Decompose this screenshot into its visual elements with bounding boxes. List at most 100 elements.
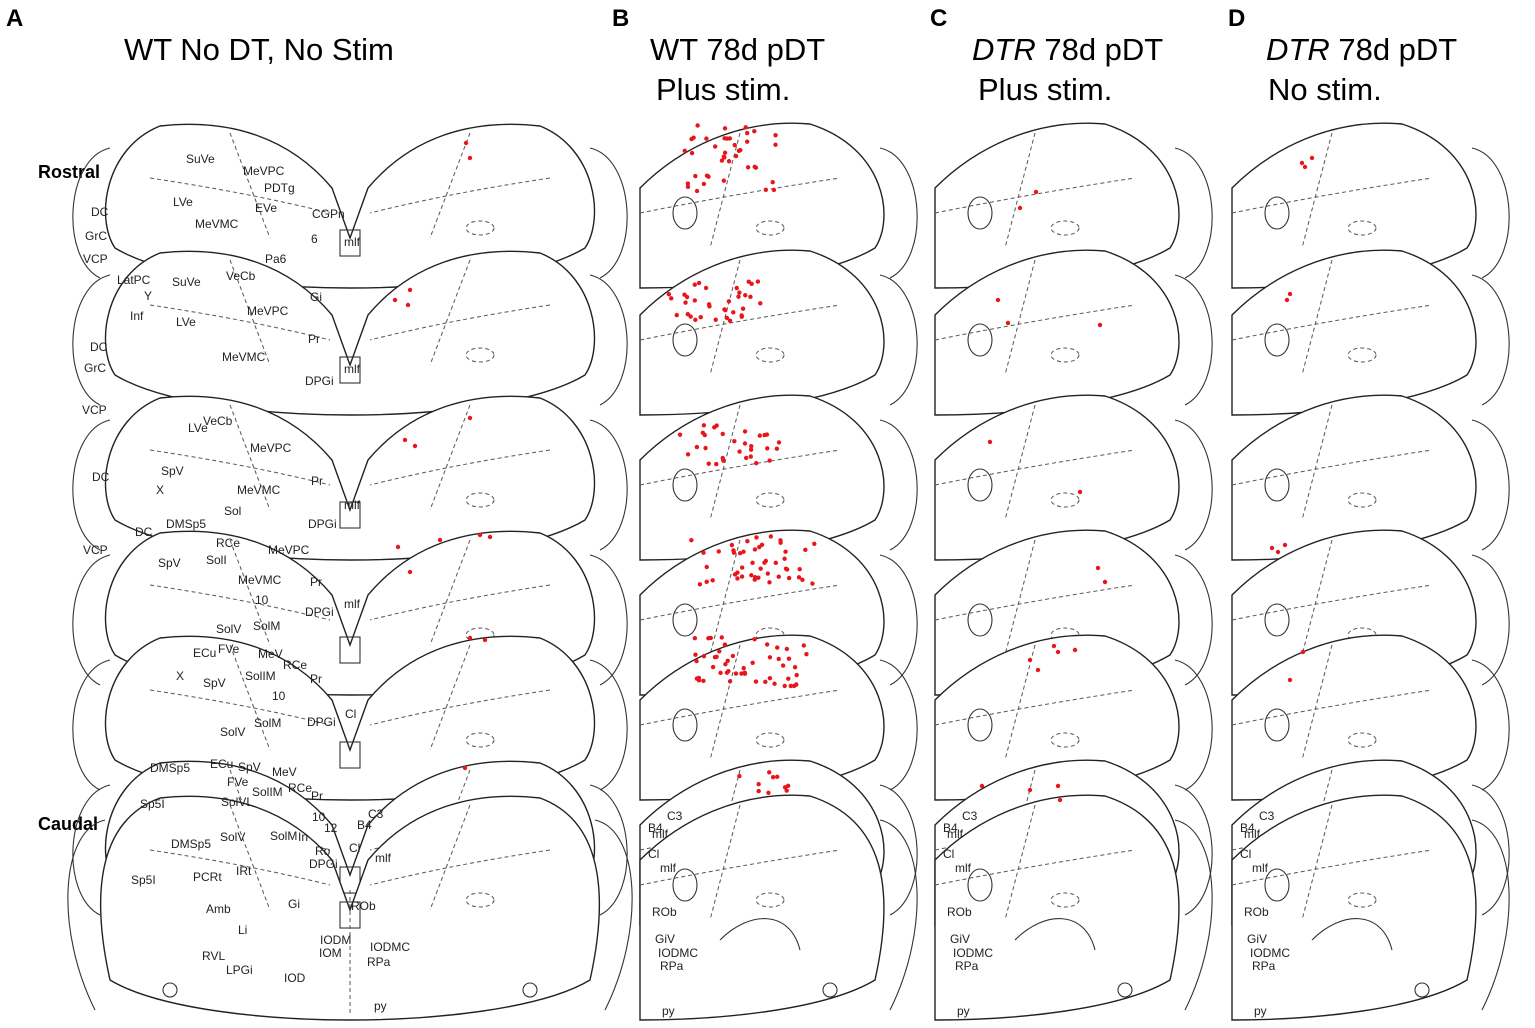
labeled-cell-dot-b (773, 142, 778, 147)
labeled-cell-dot-b (706, 461, 711, 466)
region-label: 12 (324, 821, 338, 835)
labeled-cell-dot-d (1299, 160, 1305, 166)
labeled-cell-dot-b (666, 292, 672, 297)
lateral-lobe (589, 659, 628, 791)
labeled-cell-dot-b (750, 560, 755, 566)
labeled-cell-dot-b (723, 308, 728, 313)
inner-boundary (1231, 177, 1433, 214)
labeled-cell-dot-c (1017, 205, 1023, 211)
labeled-cell-dot-b (782, 785, 788, 790)
inner-boundary (229, 644, 271, 751)
inner-boundary (1004, 132, 1036, 249)
labeled-cell-dot-d (1284, 297, 1290, 303)
panel-c-sections-section-1 (934, 122, 1213, 289)
labeled-cell-dot-b (749, 281, 754, 287)
inner-boundary (1301, 404, 1333, 521)
inner-boundary (1004, 404, 1036, 521)
labeled-cell-dot-b (693, 317, 698, 323)
inner-boundary (1231, 449, 1433, 486)
panel-title-b-line1: WT 78d pDT (650, 32, 825, 67)
inner-boundary (369, 177, 551, 214)
inner-boundary (429, 644, 471, 751)
lateral-lobe (1471, 419, 1510, 551)
region-label: py (662, 1004, 675, 1018)
labeled-cell-dot-b (697, 582, 703, 587)
vessel (1117, 982, 1133, 998)
section-outline (99, 795, 601, 1021)
region-label: Sol (224, 504, 241, 518)
inner-boundary (934, 689, 1136, 726)
labeled-cell-dot-c (1035, 667, 1041, 673)
inner-boundary (149, 449, 331, 486)
region-label: Gi (310, 290, 322, 304)
region-label: ROb (947, 905, 972, 919)
labeled-cell-dot-b (718, 670, 723, 676)
lateral-lobe (1174, 419, 1213, 551)
labeled-cell-dot-d (1309, 155, 1315, 161)
inner-boundary (369, 689, 551, 726)
inner-boundary (639, 177, 841, 214)
labeled-cell-dot-c (1102, 579, 1108, 585)
labeled-cell-dot-b (792, 664, 798, 670)
inner-boundary (934, 849, 1136, 886)
region-label: SolM (253, 619, 280, 633)
labeled-cell-dot-b (722, 150, 728, 155)
labeled-cell-dot-b (714, 654, 719, 659)
labeled-cell-dot-c (1072, 647, 1078, 653)
labeled-cell-dot-b (731, 548, 736, 553)
labeled-cell-dot-b (721, 178, 727, 183)
region-label: B4 (943, 821, 958, 835)
labeled-cell-dot-c (979, 783, 985, 789)
labeled-cell-dot-b (694, 444, 700, 450)
labeled-cell-dot-b (734, 285, 739, 291)
labeled-cell-dot-b (693, 652, 698, 657)
region-label: Pr (310, 575, 322, 589)
labeled-cell-dot-b (794, 682, 799, 687)
labeled-cell-dot-b (685, 184, 691, 190)
inner-boundary (1311, 918, 1393, 951)
labeled-cell-dot-a (467, 635, 473, 641)
panel-title-c-line1: DTR 78d pDT (972, 32, 1163, 67)
labeled-cell-dot-a (402, 437, 408, 443)
panel-a-section-2 (72, 250, 628, 416)
panel-b-sections-section-3 (639, 394, 918, 561)
region-label: SolVL (221, 795, 253, 809)
region-label: C3 (368, 807, 384, 821)
labeled-cell-dot-b (737, 550, 743, 556)
region-label: SuVe (186, 152, 215, 166)
mlf-outline (339, 229, 361, 257)
nucleus-outline (1264, 323, 1290, 357)
labeled-cell-dot-b (776, 574, 781, 579)
labeled-cell-dot-b (756, 575, 761, 580)
region-label: 6 (311, 232, 318, 246)
region-label: LVe (176, 315, 196, 329)
nucleus-outline (967, 868, 993, 902)
region-label: mlf (1252, 861, 1269, 875)
region-label: VeCb (226, 269, 256, 283)
nucleus-outline (1050, 347, 1080, 363)
inner-boundary (1301, 804, 1333, 921)
labeled-cell-dot-b (710, 578, 715, 583)
labeled-cell-dot-b (669, 296, 674, 301)
region-label: Ro (315, 844, 331, 858)
labeled-cell-dot-b (691, 135, 696, 140)
nucleus-outline (755, 347, 785, 363)
lateral-lobe (589, 784, 628, 916)
inner-boundary (1231, 304, 1433, 341)
region-label: VCP (83, 252, 108, 266)
labeled-cell-dot-b (797, 567, 802, 572)
panel-letter-a: A (6, 5, 23, 32)
region-label: mlf (344, 498, 361, 512)
labeled-cell-dot-b (801, 643, 807, 648)
lateral-lobe (72, 659, 111, 791)
inner-boundary (934, 304, 1136, 341)
labeled-cell-dot-b (755, 279, 761, 284)
inner-boundary (229, 404, 271, 511)
inner-boundary (229, 132, 271, 239)
nucleus-outline (1050, 492, 1080, 508)
inner-boundary (709, 804, 741, 921)
labeled-cell-dot-b (735, 576, 740, 581)
panel-a-section-3 (72, 395, 628, 561)
labeled-cell-dot-c (1051, 643, 1057, 649)
